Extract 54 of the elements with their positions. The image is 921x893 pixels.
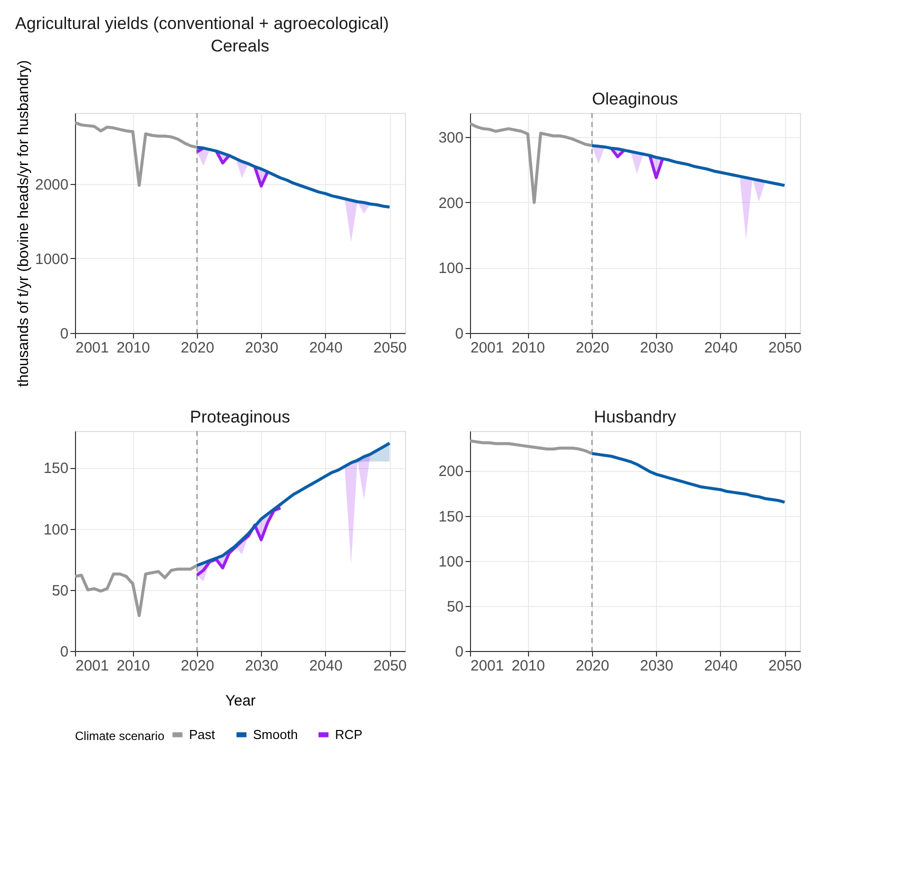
x-tick-label: 2030 [640,658,674,674]
y-tick-label: 2000 [35,176,68,194]
x-tick-label: 2001 [470,658,504,674]
y-tick-label: 50 [52,582,68,600]
x-tick-label: 2001 [76,658,109,674]
x-tick-label: 2030 [640,340,674,356]
x-tick-label: 2001 [76,340,109,356]
x-tick-label: 2050 [768,340,802,356]
legend-label: Smooth [253,726,298,742]
legend-title: Climate scenario [75,729,165,743]
line-series [195,146,392,208]
x-tick-label: 2010 [512,340,545,356]
chart-title: Husbandry [594,407,677,426]
y-axis-title: thousands of t/yr (bovine heads/yr for husbandry) [15,60,32,387]
x-tick-label: 2010 [116,658,150,674]
y-tick-label: 0 [455,326,464,342]
x-tick-label: 2010 [512,658,545,674]
x-tick-label: 2030 [245,340,278,356]
chart-title: Proteaginous [190,407,290,426]
x-tick-label: 2040 [309,340,343,356]
x-tick-label: 2040 [704,658,738,674]
text: Agricultural yields (conventional + agroecological) [15,14,389,34]
x-tick-label: 2050 [373,658,407,674]
y-tick-label: 100 [438,260,464,278]
line-series [590,144,786,187]
x-tick-label: 2020 [180,340,214,356]
x-tick-label: 2020 [576,658,610,674]
chart-title: Oleaginous [592,89,678,108]
x-axis-title: Year [225,692,256,710]
y-tick-label: 1000 [35,250,68,268]
legend-label: Past [189,726,216,742]
legend-label: RCP [335,726,362,742]
y-tick-label: 150 [438,508,464,526]
y-tick-label: 200 [438,463,464,480]
y-tick-label: 150 [43,460,68,478]
y-tick-label: 100 [438,553,464,570]
y-tick-label: 100 [43,521,68,538]
x-tick-label: 2040 [309,658,343,674]
x-tick-label: 2030 [245,658,278,674]
y-tick-label: 50 [446,598,464,616]
x-tick-label: 2020 [576,340,610,356]
y-tick-label: 0 [60,326,68,342]
x-tick-label: 2050 [768,658,802,674]
y-tick-label: 200 [438,194,464,212]
x-tick-label: 2050 [373,340,407,356]
x-tick-label: 2040 [704,340,738,356]
x-tick-label: 2020 [180,658,214,674]
line-series [590,452,786,504]
x-tick-label: 2001 [470,340,504,356]
y-tick-label: 0 [455,644,464,660]
chart-title: Cereals [210,36,270,56]
y-tick-label: 300 [438,130,464,147]
y-tick-label: 0 [60,644,68,660]
x-tick-label: 2010 [116,340,150,356]
